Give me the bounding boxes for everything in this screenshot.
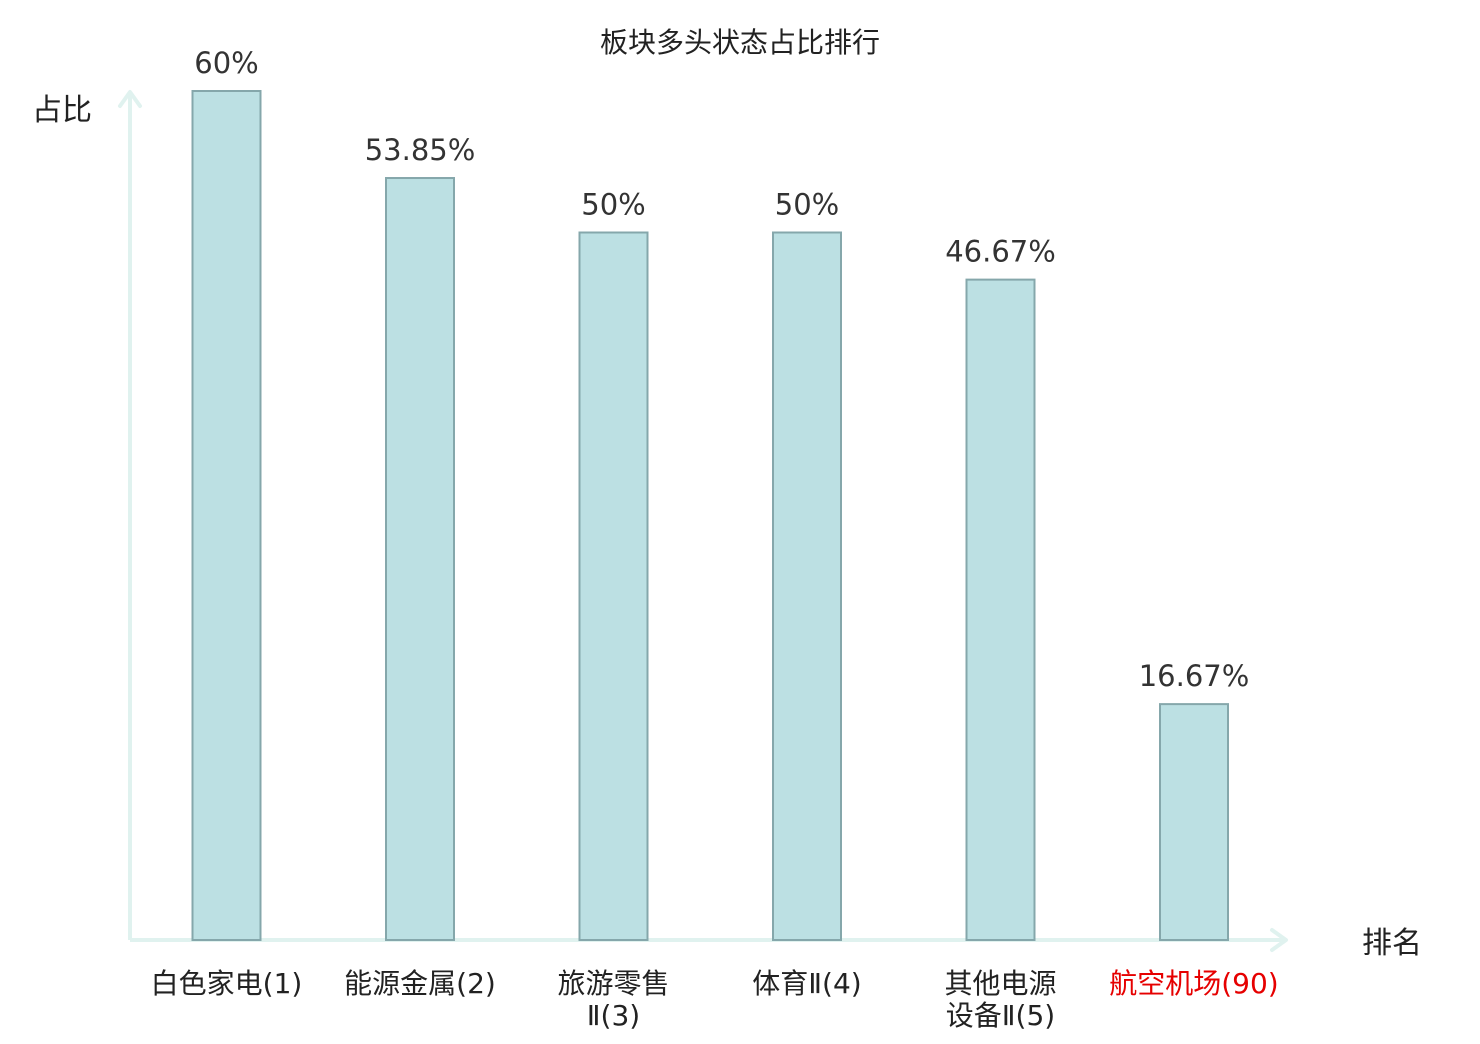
bar-value-label-3: 50% bbox=[581, 188, 645, 222]
chart-title: 板块多头状态占比排行 bbox=[600, 26, 880, 59]
bar-4 bbox=[772, 231, 842, 941]
y-axis-arrow bbox=[118, 90, 142, 108]
bar-value-label-2: 53.85% bbox=[365, 133, 476, 167]
x-tick-label-5-line-1: 其他电源 bbox=[944, 967, 1056, 1000]
bar-6 bbox=[1159, 703, 1229, 941]
bar-value-label-5: 46.67% bbox=[945, 235, 1056, 269]
x-tick-label-5-line-2: 设备Ⅱ(5) bbox=[946, 999, 1055, 1032]
bars-layer bbox=[191, 90, 1229, 941]
bar-5 bbox=[965, 278, 1036, 941]
x-axis-arrow bbox=[1270, 928, 1288, 952]
x-tick-label-4: 体育Ⅱ(4) bbox=[752, 967, 861, 1000]
bar-value-label-4: 50% bbox=[775, 188, 839, 222]
bar-2 bbox=[385, 177, 455, 941]
x-tick-label-3-line-1: 旅游零售 bbox=[557, 967, 669, 1000]
bar-1 bbox=[191, 90, 262, 941]
y-axis-label: 占比 bbox=[32, 93, 92, 128]
x-tick-label-6: 航空机场(90) bbox=[1109, 967, 1278, 1000]
x-tick-label-2: 能源金属(2) bbox=[344, 967, 496, 1000]
x-tick-label-3-line-2: Ⅱ(3) bbox=[587, 999, 640, 1032]
bar-3 bbox=[578, 231, 649, 941]
bar-value-label-6: 16.67% bbox=[1139, 659, 1250, 693]
x-tick-label-1: 白色家电(1) bbox=[151, 967, 303, 1000]
bar-value-label-1: 60% bbox=[194, 46, 258, 80]
x-axis-label: 排名 bbox=[1362, 926, 1422, 961]
value-labels-layer: 60% 53.85% 50% 50% 46.67% 16.67% bbox=[194, 46, 1249, 693]
